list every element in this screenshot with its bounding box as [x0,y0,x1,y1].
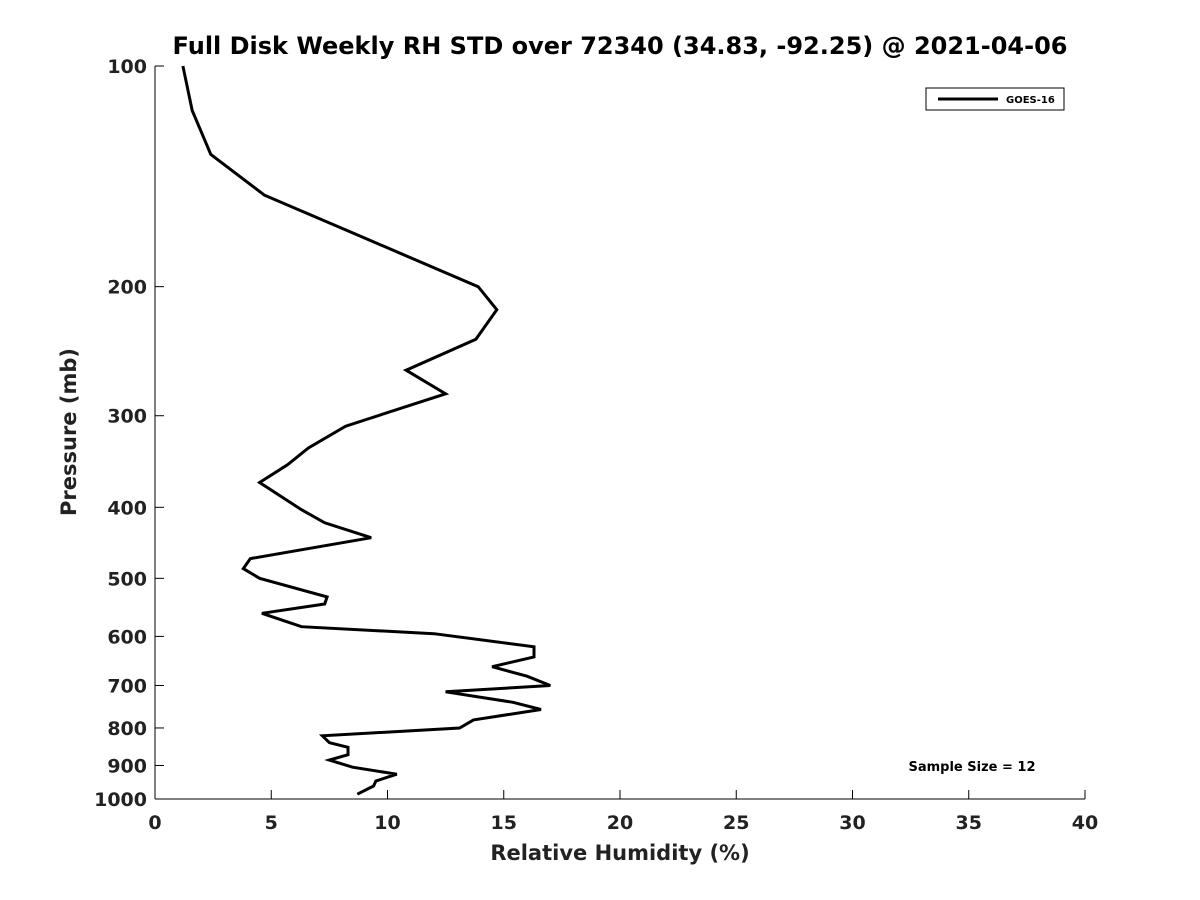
y-tick-label: 700 [107,675,147,697]
sample-size-annotation: Sample Size = 12 [908,760,1035,775]
series-line-goes-16 [181,65,551,796]
x-tick-label: 5 [265,812,278,834]
y-axis-label: Pressure (mb) [57,348,81,516]
x-ticks: 0 5 10 15 20 25 30 35 40 [148,790,1098,834]
chart-title: Full Disk Weekly RH STD over 72340 (34.8… [173,32,1068,60]
legend-label: GOES-16 [1006,95,1055,106]
x-tick-label: 20 [607,812,633,834]
y-tick-label: 600 [107,626,147,648]
x-tick-label: 0 [148,812,161,834]
y-tick-label: 500 [107,568,147,590]
x-tick-label: 10 [374,812,400,834]
x-axis-label: Relative Humidity (%) [490,841,749,865]
y-tick-label: 100 [107,56,147,78]
y-tick-label: 200 [107,277,147,299]
y-tick-label: 900 [107,755,147,777]
y-tick-label: 300 [107,406,147,428]
x-tick-label: 15 [491,812,517,834]
legend: GOES-16 [925,87,1065,111]
y-tick-label: 1000 [94,789,147,811]
y-ticks: 100 200 300 400 500 600 700 800 900 1000 [94,56,164,811]
x-tick-label: 35 [956,812,982,834]
x-tick-label: 25 [723,812,749,834]
y-tick-label: 800 [107,718,147,740]
series-layer [181,65,551,796]
axes [154,66,1085,800]
x-tick-label: 30 [839,812,865,834]
x-tick-label: 40 [1072,812,1098,834]
y-tick-label: 400 [107,497,147,519]
